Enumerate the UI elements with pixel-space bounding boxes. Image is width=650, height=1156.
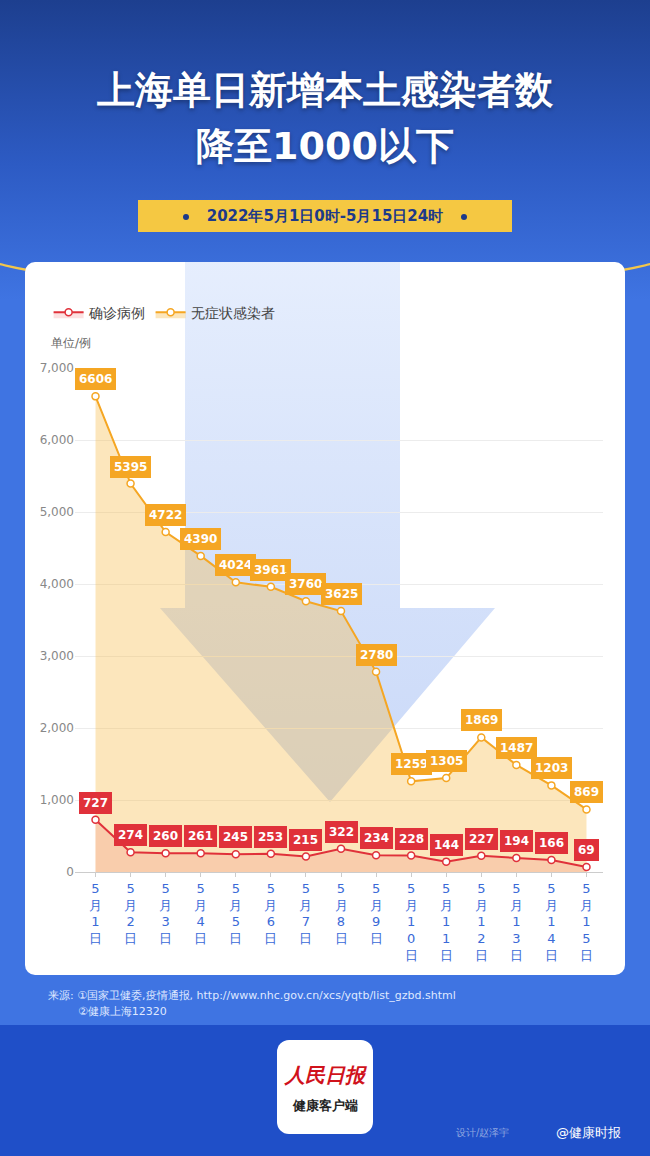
svg-text:228: 228 — [399, 832, 424, 846]
svg-text:194: 194 — [504, 834, 529, 848]
svg-text:227: 227 — [469, 832, 494, 846]
svg-text:5月14日: 5月14日 — [545, 881, 558, 964]
html-text:2022年5月1日0时-5月15日24时: 2022年5月1日0时-5月15日24时 — [206, 207, 444, 225]
svg-text:3625: 3625 — [325, 587, 358, 601]
svg-text:261: 261 — [188, 829, 213, 843]
svg-text:5月7日: 5月7日 — [299, 881, 312, 947]
svg-text:5月9日: 5月9日 — [370, 881, 383, 947]
svg-text:1,000: 1,000 — [40, 793, 74, 807]
html-text:来源: ①国家卫健委,疫情通报, http://www.nh: 来源: ①国家卫健委,疫情通报, http://www.nhc.gov.cn/x… — [48, 989, 456, 1002]
svg-text:5月15日: 5月15日 — [580, 881, 593, 964]
svg-text:3,000: 3,000 — [40, 649, 74, 663]
svg-text:5月5日: 5月5日 — [229, 881, 242, 947]
svg-text:322: 322 — [329, 825, 354, 839]
svg-text:4722: 4722 — [149, 508, 182, 522]
svg-text:69: 69 — [578, 843, 595, 857]
svg-text:3760: 3760 — [289, 577, 322, 591]
svg-text:5月6日: 5月6日 — [264, 881, 277, 947]
svg-text:5月12日: 5月12日 — [475, 881, 488, 964]
html-text:上海单日新增本土感染者数: 上海单日新增本土感染者数 — [97, 68, 553, 112]
svg-text:单位/例: 单位/例 — [51, 336, 91, 350]
svg-text:1259: 1259 — [395, 757, 428, 771]
svg-text:727: 727 — [83, 796, 108, 810]
svg-text:5月13日: 5月13日 — [510, 881, 523, 964]
svg-text:5,000: 5,000 — [40, 505, 74, 519]
svg-text:2780: 2780 — [360, 648, 393, 662]
svg-text:6,000: 6,000 — [40, 433, 74, 447]
svg-text:1869: 1869 — [465, 713, 498, 727]
svg-text:144: 144 — [434, 838, 459, 852]
svg-text:5月4日: 5月4日 — [194, 881, 207, 947]
svg-text:166: 166 — [539, 836, 564, 850]
svg-text:215: 215 — [293, 833, 318, 847]
html-text:人民日报: 人民日报 — [285, 1063, 365, 1087]
svg-text:7,000: 7,000 — [40, 361, 74, 375]
svg-text:4390: 4390 — [184, 532, 217, 546]
svg-text:245: 245 — [223, 830, 248, 844]
svg-text:869: 869 — [574, 785, 599, 799]
svg-text:260: 260 — [153, 829, 178, 843]
svg-text:无症状感染者: 无症状感染者 — [191, 305, 275, 321]
svg-text:5月2日: 5月2日 — [124, 881, 137, 947]
svg-text:5月11日: 5月11日 — [440, 881, 453, 964]
svg-text:1487: 1487 — [500, 741, 533, 755]
svg-text:3961: 3961 — [254, 563, 287, 577]
html-text:降至1000以下: 降至1000以下 — [196, 124, 454, 168]
svg-text:234: 234 — [364, 831, 389, 845]
svg-text:5月1日: 5月1日 — [89, 881, 102, 947]
svg-text:1305: 1305 — [430, 754, 463, 768]
html-text:②健康上海12320: ②健康上海12320 — [78, 1005, 167, 1018]
svg-text:2,000: 2,000 — [40, 721, 74, 735]
svg-text:0: 0 — [66, 865, 74, 879]
svg-text:4024: 4024 — [219, 558, 252, 572]
svg-text:4,000: 4,000 — [40, 577, 74, 591]
html-text:@健康时报: @健康时报 — [556, 1125, 621, 1140]
svg-text:253: 253 — [258, 830, 283, 844]
html-text:设计/赵泽宇: 设计/赵泽宇 — [456, 1127, 510, 1138]
svg-text:5月3日: 5月3日 — [159, 881, 172, 947]
svg-text:5395: 5395 — [114, 460, 147, 474]
svg-text:5月10日: 5月10日 — [405, 881, 418, 964]
svg-text:274: 274 — [118, 828, 143, 842]
svg-text:5月8日: 5月8日 — [335, 881, 348, 947]
svg-text:1203: 1203 — [535, 761, 568, 775]
html-text:健康客户端: 健康客户端 — [292, 1098, 358, 1113]
svg-text:6606: 6606 — [79, 372, 112, 386]
svg-text:确诊病例: 确诊病例 — [88, 305, 145, 321]
